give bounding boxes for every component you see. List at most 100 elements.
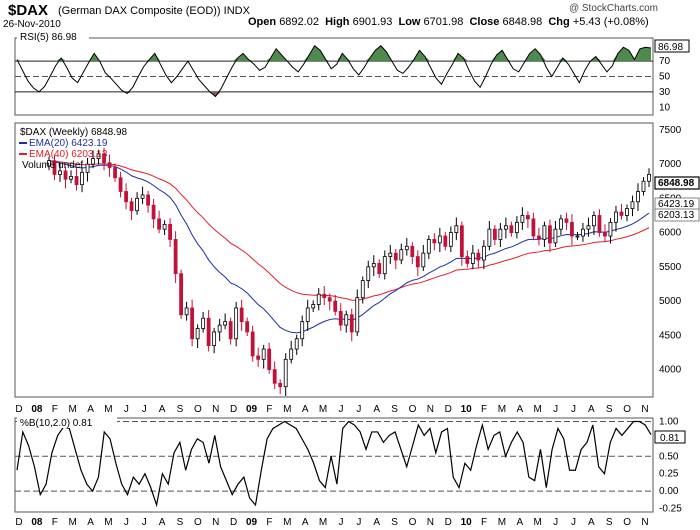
candle-body [641,180,646,192]
candle-body [415,256,420,268]
price-x-tick-label: J [356,404,361,415]
candle-body [355,297,360,333]
pb-x-tick-label: 10 [461,517,473,528]
price-x-tick-label: 09 [246,404,258,415]
candle-body [349,314,354,333]
low-value: 6701.98 [423,16,464,28]
price-x-tick-label: J [553,404,558,415]
candle-body [614,211,618,223]
candle-body [399,249,404,261]
candle-body [338,310,343,326]
candle-body [168,223,173,240]
candle-body [283,358,288,388]
candle-body [492,228,497,240]
pb-x-tick-label: F [52,517,58,528]
candle-body [85,163,90,173]
pb-tick-label: 1.00 [659,416,679,427]
candle-body [382,256,387,275]
rsi-tick-label: 70 [659,56,671,67]
price-tick-label: 5000 [659,296,682,307]
candle-body [459,225,464,257]
candle-body [503,225,508,230]
candle-body [113,167,117,179]
candle-body [256,355,261,360]
price-x-tick-label: S [606,404,613,415]
candle-body [261,348,266,360]
pb-x-tick-label: A [159,517,166,528]
price-legend: $DAX (Weekly) 6848.98 [20,127,128,138]
pb-x-tick-label: J [142,517,147,528]
candle-body [437,235,442,244]
price-tick-label: 7000 [659,159,682,170]
open-value: 6892.02 [279,16,319,28]
price-x-tick-label: D [445,404,452,415]
price-tick-label: 4000 [659,365,682,376]
candle-body [514,221,519,233]
candle-body [366,266,371,281]
pb-x-tick-label: J [124,517,129,528]
pb-x-tick-label: A [302,517,309,528]
price-x-tick-label: F [52,404,58,415]
pb-x-tick-label: M [68,517,76,528]
open-label: Open [248,16,277,28]
candle-body [426,239,431,254]
candle-body [564,218,569,223]
price-tick-label: 4500 [659,330,682,341]
price-x-tick-label: D [230,404,237,415]
candle-body [344,314,349,326]
pb-x-tick-label: O [409,517,417,528]
candle-body [212,331,217,347]
candle-body [184,307,189,316]
candle-body [316,293,321,305]
candle-body [327,297,332,302]
candle-body [377,263,382,275]
pb-tick-label: 0.25 [659,469,679,480]
pb-x-tick-label: M [498,517,506,528]
pb-x-tick-label: J [571,517,576,528]
candle-body [135,197,139,212]
candle-body [91,158,95,165]
price-tick-label: 5500 [659,262,682,273]
candle-body [559,218,563,230]
price-x-tick-label: M [534,404,542,415]
price-x-tick-label: O [623,404,631,415]
candle-body [217,324,222,333]
chg-label: Chg [548,16,570,28]
rsi-oversold-fill [121,91,221,97]
price-x-tick-label: J [124,404,129,415]
candle-body [179,273,184,316]
pb-x-tick-label: D [230,517,237,528]
panel-frame-2 [14,122,654,398]
candle-body [470,252,475,264]
candle-body [581,228,585,237]
rsi-legend: RSI(5) 86.98 [20,32,77,43]
candle-body [52,160,57,175]
candle-body [608,221,613,237]
pb-x-tick-label: F [481,517,487,528]
price-tag-box [654,176,700,190]
candle-body [96,153,101,160]
rsi-last-tag-box [654,39,690,53]
candle-body [206,317,211,347]
ema40-legend: EMA(40) 6203.13 [29,149,108,160]
pb-x-tick-label: A [373,517,380,528]
rsi-tick-label: 30 [659,87,671,98]
volume-legend: Volume undef [22,160,83,171]
low-label: Low [398,16,421,28]
price-x-tick-label: J [571,404,576,415]
candle-body [393,252,398,261]
candle-body [124,191,128,203]
pb-last-tag-box [654,430,686,444]
candle-body [520,215,525,223]
rsi-last-tag: 86.98 [658,42,683,53]
high-label: High [325,16,350,28]
pb-x-tick-label: S [177,517,184,528]
price-x-tick-label: 08 [31,404,43,415]
price-tag-box [654,208,700,222]
candle-body [476,252,481,261]
candle-body [151,204,156,220]
candle-body [245,321,250,333]
candle-body [322,293,327,299]
candle-body [548,225,552,244]
candle-body [404,245,409,251]
